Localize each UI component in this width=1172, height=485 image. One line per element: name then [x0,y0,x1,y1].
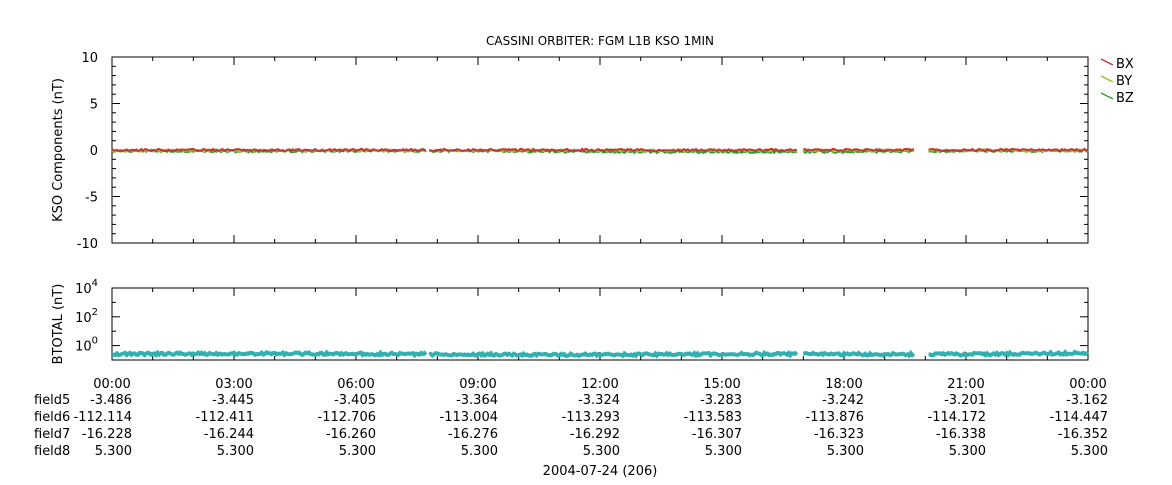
y-tick-base: 10 [75,340,92,355]
ephemeris-value: 5.300 [217,444,254,459]
x-tick-label: 00:00 [93,377,130,392]
ephemeris-value: 5.300 [339,444,376,459]
y-tick-label-log: 102 [75,307,98,326]
x-axis-tick-labels: 00:00 03:00 06:00 09:00 12:00 15:00 18:00 21:00… [93,377,1106,392]
panel2-frame [111,287,1089,361]
y-tick-base: 10 [75,282,92,297]
legend-swatch-by [1100,75,1114,83]
ephemeris-value: -16.352 [1058,427,1108,442]
legend-label-by: BY [1116,74,1132,89]
y-tick-label-log: 104 [75,278,98,297]
y-tick-label: 5 [90,98,98,113]
ephemeris-value: 5.300 [827,444,864,459]
y-tick-exponent: 4 [92,278,98,289]
ephemeris-value: -114.447 [1050,410,1108,425]
ephemeris-value: -3.486 [90,393,132,408]
ephemeris-value: -3.162 [1066,393,1108,408]
x-tick-label: 00:00 [1069,377,1106,392]
legend-swatch-bz [1100,92,1114,100]
series-line-bx [111,147,1089,153]
ephemeris-value: -113.876 [806,410,864,425]
y-tick-base: 10 [75,311,92,326]
ephemeris-value: -16.323 [814,427,864,442]
ephemeris-value: 5.300 [461,444,498,459]
ephemeris-value: 5.300 [583,444,620,459]
ephemeris-value: -112.706 [318,410,376,425]
date-label: 2004-07-24 (206) [543,464,658,479]
y-tick-label: 0 [90,144,98,159]
x-tick-label: 06:00 [337,377,374,392]
y-tick-exponent: 0 [92,336,98,347]
y-tick-exponent: 2 [92,307,98,318]
legend: BX BY BZ [1100,57,1134,106]
legend-label-bz: BZ [1116,91,1134,106]
ephemeris-value: -16.292 [570,427,620,442]
x-tick-label: 09:00 [459,377,496,392]
ephemeris-value: -3.283 [700,393,742,408]
ephemeris-value: -113.004 [440,410,498,425]
x-tick-label: 12:00 [581,377,618,392]
x-tick-label: 03:00 [215,377,252,392]
ephemeris-value: -112.411 [196,410,254,425]
kso-components-panel: 10 5 0 -5 -10 KSO Components (nT) [51,51,1089,252]
ephemeris-row-label: field7 [34,427,70,442]
ephemeris-value: -3.364 [456,393,498,408]
chart-title: CASSINI ORBITER: FGM L1B KSO 1MIN [486,34,714,48]
x-tick-label: 21:00 [947,377,984,392]
y-tick-label: -10 [77,237,98,252]
ephemeris-value: 5.300 [949,444,986,459]
ephemeris-value: -3.242 [822,393,864,408]
ephemeris-value: -3.445 [212,393,254,408]
ephemeris-value: -113.293 [562,410,620,425]
ephemeris-value: 5.300 [95,444,132,459]
ephemeris-value: -113.583 [684,410,742,425]
ephemeris-value: -16.338 [936,427,986,442]
series-line-btotal [111,349,1089,359]
x-tick-label: 18:00 [825,377,862,392]
ephemeris-value: -3.405 [334,393,376,408]
ephemeris-value: 5.300 [1071,444,1108,459]
ephemeris-row-label: field5 [34,393,70,408]
ephemeris-value: 5.300 [705,444,742,459]
ephemeris-value: -16.307 [692,427,742,442]
ephemeris-value: -3.201 [944,393,986,408]
ephemeris-row-label: field6 [34,410,70,425]
ephemeris-table: field5 -3.486 -3.445 -3.405 -3.364 -3.324 -3.2… [34,393,1108,459]
legend-swatch-bx [1100,58,1114,66]
y-axis-label-kso: KSO Components (nT) [51,78,66,222]
ephemeris-value: -114.172 [928,410,986,425]
y-tick-label-log: 100 [75,336,98,355]
ephemeris-row-label: field8 [34,444,70,459]
y-tick-label: 10 [81,51,98,66]
legend-label-bx: BX [1116,57,1134,72]
ephemeris-value: -16.276 [448,427,498,442]
y-tick-label: -5 [85,191,98,206]
ephemeris-value: -16.260 [326,427,376,442]
ephemeris-value: -16.244 [204,427,254,442]
x-tick-label: 15:00 [703,377,740,392]
ephemeris-value: -3.324 [578,393,620,408]
y-axis-label-btotal: BTOTAL (nT) [51,284,66,365]
ephemeris-value: -16.228 [82,427,132,442]
ephemeris-value: -112.114 [74,410,132,425]
